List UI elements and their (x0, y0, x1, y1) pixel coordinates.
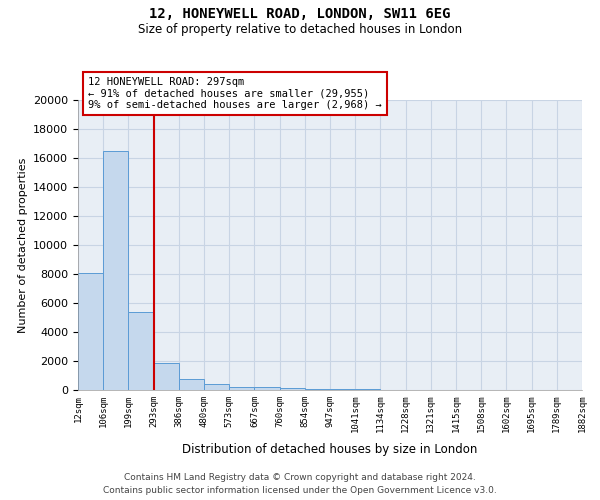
Bar (280, 388, 305, 390)
Bar (154, 363, 179, 390)
Text: 12, HONEYWELL ROAD, LONDON, SW11 6EG: 12, HONEYWELL ROAD, LONDON, SW11 6EG (149, 8, 451, 22)
Bar (78, 272, 103, 390)
Bar (128, 312, 154, 390)
Bar (229, 386, 254, 390)
Bar (330, 389, 355, 390)
Bar (179, 379, 204, 390)
Bar (103, 151, 128, 390)
Text: Size of property relative to detached houses in London: Size of property relative to detached ho… (138, 22, 462, 36)
Bar (204, 384, 229, 390)
Bar (254, 388, 280, 390)
Bar (305, 388, 330, 390)
Text: 12 HONEYWELL ROAD: 297sqm
← 91% of detached houses are smaller (29,955)
9% of se: 12 HONEYWELL ROAD: 297sqm ← 91% of detac… (88, 77, 382, 110)
Y-axis label: Number of detached properties: Number of detached properties (17, 158, 28, 332)
Text: Distribution of detached houses by size in London: Distribution of detached houses by size … (182, 442, 478, 456)
Text: Contains HM Land Registry data © Crown copyright and database right 2024.
Contai: Contains HM Land Registry data © Crown c… (103, 474, 497, 495)
